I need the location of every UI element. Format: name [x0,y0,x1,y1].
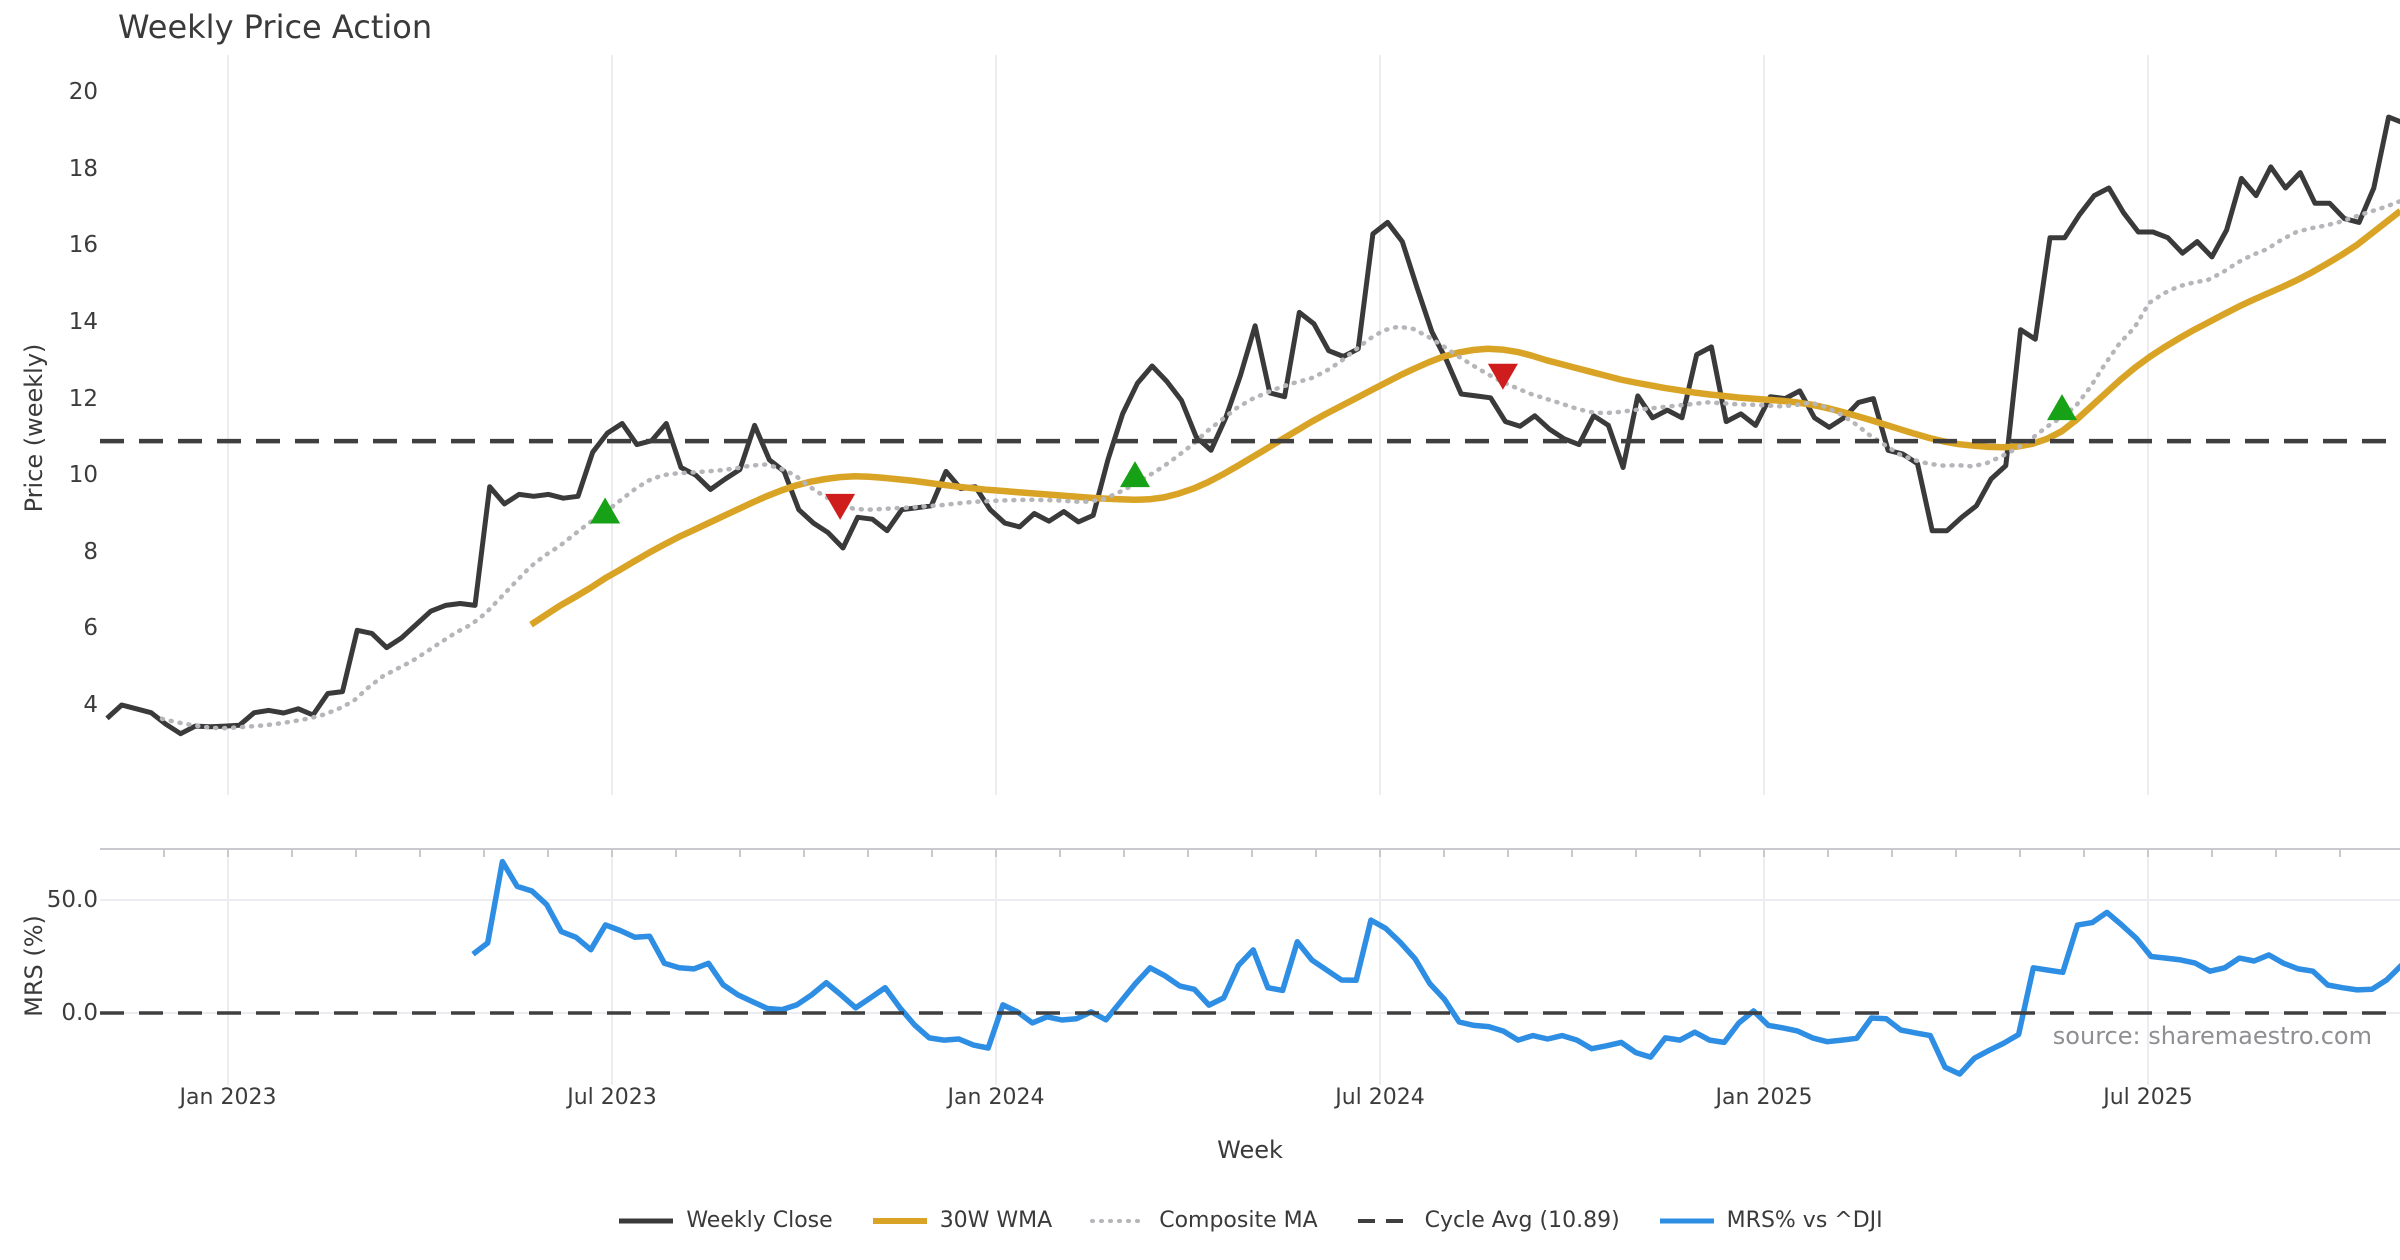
legend-item-cycle-avg-10-89[interactable]: Cycle Avg (10.89) [1356,1208,1620,1233]
legend-item-composite-ma[interactable]: Composite MA [1090,1208,1318,1233]
mrs-tick-label: 50.0 [46,887,98,913]
buy-signal-marker [590,497,621,524]
series-mrs-vs-dji-line [471,858,2400,1077]
x-tick-label: Jan 2023 [179,1085,277,1110]
legend: Weekly Close 30W WMA Composite MA Cycle Avg… [100,1208,2400,1233]
series-30w-wma-line [529,208,2400,628]
x-axis-title: Week [1217,1136,1283,1164]
legend-label: MRS% vs ^DJI [1726,1208,1883,1233]
page-title: Weekly Price Action [118,8,433,46]
source-note: source: sharemaestro.com [2052,1022,2372,1050]
legend-item-weekly-close[interactable]: Weekly Close [617,1208,833,1233]
price-tick-label: 8 [83,538,98,565]
series-weekly-close-line [105,114,2400,737]
legend-label: 30W WMA [939,1208,1053,1233]
price-tick-label: 12 [68,385,98,412]
price-tick-label: 6 [83,615,98,642]
x-tick-label: Jul 2023 [567,1085,657,1110]
legend-item-30w-wma[interactable]: 30W WMA [871,1208,1053,1233]
sell-signal-marker [825,493,856,520]
buy-signal-marker [1120,461,1150,488]
buy-signal-marker [2047,394,2077,421]
x-tick-label: Jul 2024 [1335,1085,1425,1110]
series-composite-ma-line [159,199,2400,731]
price-tick-label: 18 [68,155,98,182]
price-tick-label: 20 [68,79,98,106]
sell-signal-marker [1487,363,1518,390]
legend-item-mrs-vs-dji[interactable]: MRS% vs ^DJI [1658,1208,1883,1233]
legend-label: Cycle Avg (10.89) [1424,1208,1620,1233]
mrs-tick-label: 0.0 [61,1000,98,1026]
legend-label: Weekly Close [686,1208,833,1233]
legend-swatch-solid [619,1218,674,1223]
price-tick-label: 16 [68,232,98,259]
price-tick-label: 14 [68,309,98,335]
legend-swatch-solid [1659,1218,1714,1223]
legend-label: Composite MA [1159,1208,1318,1233]
legend-swatch-dashed [1357,1218,1412,1223]
legend-swatch-solid [872,1217,927,1224]
x-tick-label: Jul 2025 [2103,1085,2193,1110]
price-tick-label: 4 [83,692,98,718]
price-tick-label: 10 [68,462,98,489]
legend-swatch-dotted [1090,1218,1149,1223]
x-tick-label: Jan 2025 [1715,1085,1813,1110]
x-tick-label: Jan 2024 [947,1085,1045,1110]
